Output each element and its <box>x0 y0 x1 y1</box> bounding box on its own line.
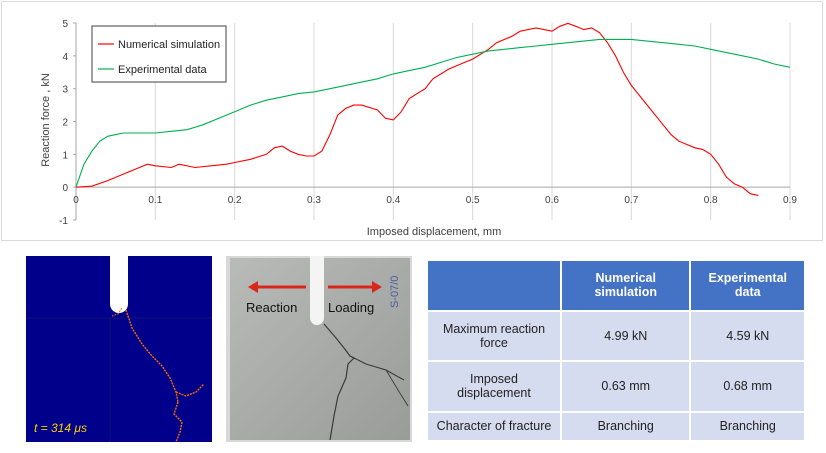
crack-path-branch-lower <box>173 401 183 442</box>
table-header-numerical: Numerical simulation <box>562 261 690 310</box>
series-line-numerical <box>75 22 759 196</box>
y-tick-label: 5 <box>62 19 68 30</box>
y-tick-label: 0 <box>62 183 68 194</box>
table-row: Maximum reaction force 4.99 kN 4.59 kN <box>428 311 804 361</box>
row-label: Maximum reaction force <box>428 311 560 361</box>
photo-crack-branch <box>349 355 405 381</box>
reaction-label: Reaction <box>246 300 297 315</box>
table-header-experimental: Experimental data <box>691 261 804 310</box>
x-tick-label: 0.2 <box>228 195 242 206</box>
x-tick-labels: 0 0.1 0.2 0.3 0.4 0.5 0.6 0.7 0.8 0.9 <box>73 195 797 206</box>
chart-grid <box>154 23 791 220</box>
y-tick-label: 3 <box>62 85 68 96</box>
photo-crack <box>323 323 356 441</box>
y-tick-label: 4 <box>62 52 68 63</box>
table-row: Imposed displacement 0.63 mm 0.68 mm <box>428 362 804 411</box>
y-tick-label: 2 <box>62 118 68 129</box>
loading-label: Loading <box>328 300 374 315</box>
table-header-row: Numerical simulation Experimental data <box>428 261 804 310</box>
experimental-specimen-image: Reaction Loading S-07/0 <box>226 256 412 442</box>
x-tick-label: 0.7 <box>624 195 638 206</box>
table-row: Character of fracture Branching Branchin… <box>428 412 804 440</box>
cell-numerical: Branching <box>562 412 690 440</box>
simulation-fracture-image: t = 314 μs <box>26 256 212 442</box>
simulation-fracture-panel: t = 314 μs <box>26 256 212 442</box>
chart-frame: -1 0 1 2 3 4 5 0 0.1 0.2 0.3 0.4 0.5 0.6 0.7 0.8 0.9 Im… <box>1 1 823 241</box>
x-tick-label: 0.4 <box>386 195 400 206</box>
y-tick-label: 1 <box>62 150 68 161</box>
row-label: Imposed displacement <box>428 362 560 411</box>
cell-experimental: Branching <box>691 412 804 440</box>
x-tick-label: 0.3 <box>307 195 321 206</box>
y-tick-label: -1 <box>59 216 68 227</box>
y-axis-label: Reaction force , kN <box>40 73 52 167</box>
x-tick-label: 0.8 <box>704 195 718 206</box>
x-tick-label: 0.1 <box>148 195 162 206</box>
x-tick-label: 0.9 <box>783 195 797 206</box>
crack-path-branch-right <box>175 383 205 397</box>
cell-numerical: 4.99 kN <box>562 311 690 361</box>
x-tick-label: 0 <box>73 195 79 206</box>
reaction-force-chart: -1 0 1 2 3 4 5 0 0.1 0.2 0.3 0.4 0.5 0.6 0.7 0.8 0.9 Im… <box>40 19 797 238</box>
table-header-empty <box>428 261 560 310</box>
series-line-experimental <box>75 38 791 188</box>
photo-crack-branch-2 <box>385 369 409 407</box>
chart-series <box>75 22 791 196</box>
cell-experimental: 4.59 kN <box>691 311 804 361</box>
x-tick-label: 0.6 <box>545 195 559 206</box>
specimen-mark: S-07/0 <box>389 276 401 308</box>
results-table: Numerical simulation Experimental data M… <box>426 259 806 442</box>
y-tick-labels: -1 0 1 2 3 4 5 <box>59 19 68 227</box>
legend-label-numerical: Numerical simulation <box>118 39 220 51</box>
cell-numerical: 0.63 mm <box>562 362 690 411</box>
chart-legend: Numerical simulation Experimental data <box>91 25 227 83</box>
x-tick-label: 0.5 <box>466 195 480 206</box>
cell-experimental: 0.68 mm <box>691 362 804 411</box>
x-axis-label: Imposed displacement, mm <box>367 226 502 238</box>
crack-path-upper <box>125 309 179 403</box>
time-label: t = 314 μs <box>34 421 87 435</box>
crack-path-secondary <box>111 307 123 317</box>
experimental-photo-panel: Reaction Loading S-07/0 <box>226 256 412 442</box>
legend-label-experimental: Experimental data <box>118 64 208 76</box>
row-label: Character of fracture <box>428 412 560 440</box>
